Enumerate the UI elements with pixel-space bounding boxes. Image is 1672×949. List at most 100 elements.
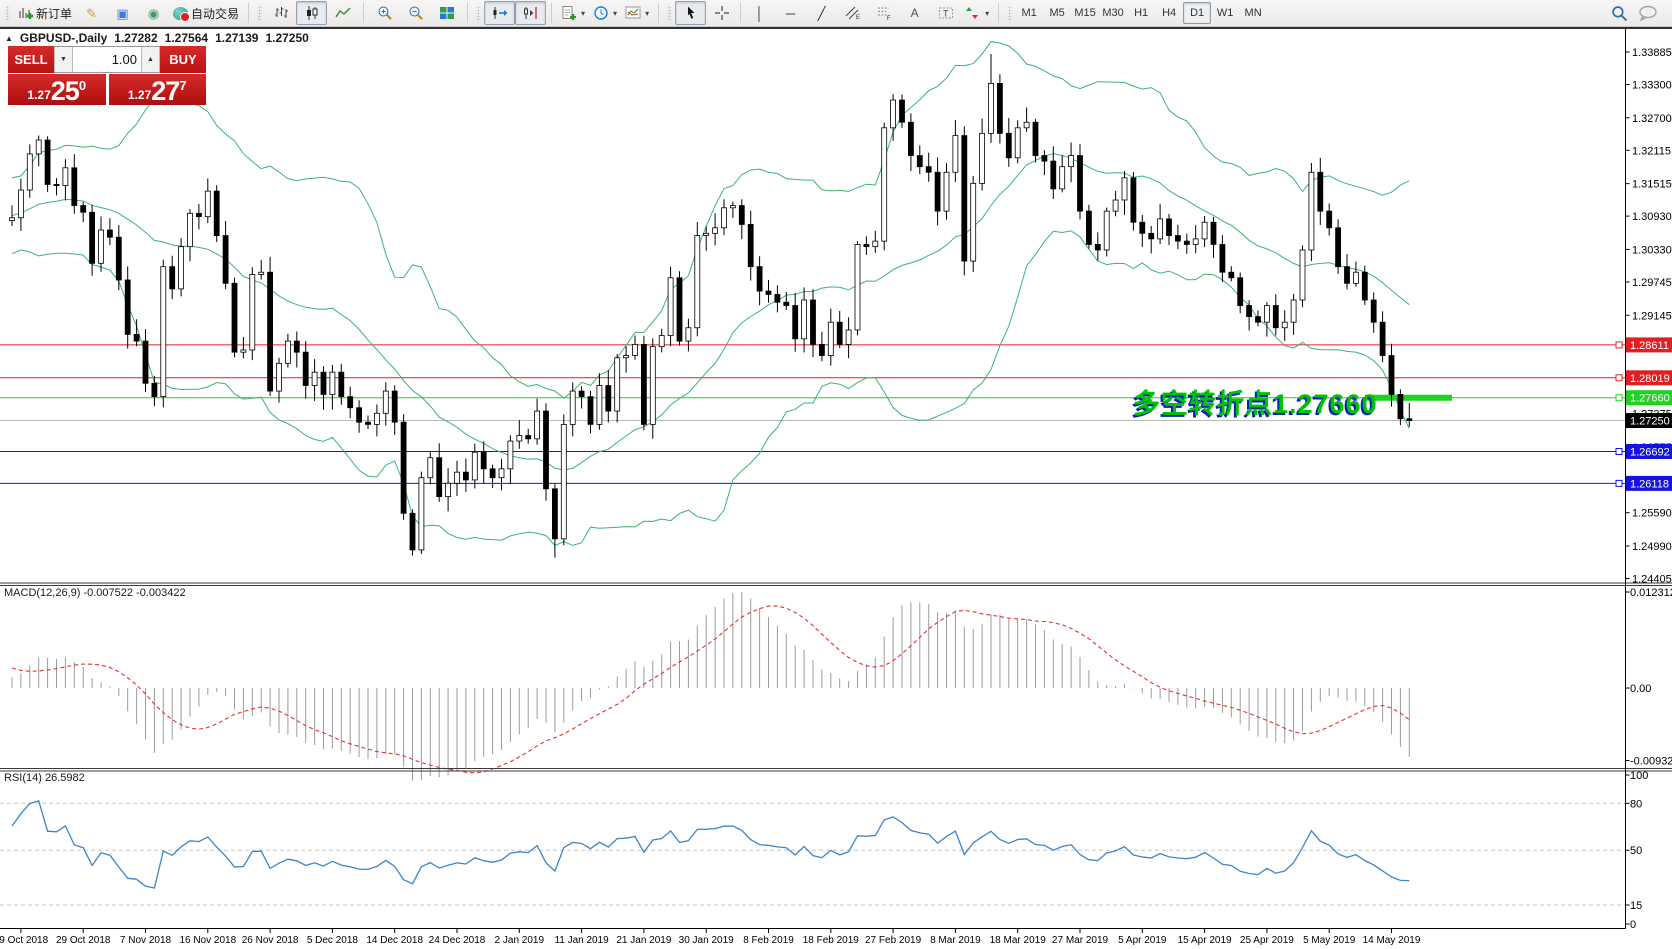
community-button[interactable]: ▣ — [107, 1, 138, 25]
timeframe-m5[interactable]: M5 — [1049, 7, 1065, 19]
text-label-button[interactable]: T — [930, 1, 961, 25]
new-order-icon — [19, 8, 33, 19]
svg-text:1.26692: 1.26692 — [1630, 446, 1670, 458]
toolbar-grip — [1007, 5, 1013, 21]
support-highlight-bar — [1365, 394, 1452, 401]
buy-price-big: 27 — [151, 76, 180, 106]
tile-windows-button[interactable] — [431, 1, 462, 25]
timeframe-h4[interactable]: H4 — [1162, 7, 1177, 19]
channel-button[interactable]: E — [837, 1, 868, 25]
chart-shift-button[interactable] — [515, 1, 547, 25]
trendline-button[interactable]: ╱ — [806, 1, 837, 25]
price-lines[interactable] — [0, 341, 1626, 487]
chart-title: ▲ GBPUSD-,Daily 1.27282 1.27564 1.27139 … — [5, 31, 309, 45]
volume-input[interactable] — [73, 47, 141, 72]
toolbar-separator — [740, 3, 742, 23]
bollinger-bands — [11, 41, 1410, 547]
toolbar-separator — [998, 3, 1000, 23]
macd-axis[interactable]: 0.012312 0.00 -0.009328 — [1625, 587, 1672, 768]
chat-icon[interactable] — [1638, 5, 1658, 21]
toolbar-group-zoom — [367, 0, 464, 26]
panel-separators[interactable] — [0, 582, 1672, 772]
timeframe-m30[interactable]: M30 — [1102, 7, 1124, 19]
sell-button[interactable]: SELL — [8, 46, 54, 73]
sell-price-display[interactable]: 1.27 25 0 — [8, 74, 106, 105]
zoom-in-button[interactable] — [369, 1, 400, 25]
date-axis[interactable]: 19 Oct 2018 29 Oct 2018 7 Nov 2018 16 Nov 2… — [0, 928, 1421, 947]
rsi-line — [11, 799, 1410, 889]
svg-text:1.33300: 1.33300 — [1632, 79, 1672, 91]
eraser-button[interactable]: ✎ — [76, 1, 107, 25]
fibonacci-button[interactable]: F — [868, 1, 899, 25]
volume-decrease-button[interactable]: ▼ — [54, 47, 73, 72]
candlestick-chart-button[interactable] — [296, 1, 328, 25]
timeframe-m15[interactable]: M15 — [1074, 7, 1096, 19]
svg-text:18 Feb 2019: 18 Feb 2019 — [803, 935, 860, 946]
svg-text:8 Feb 2019: 8 Feb 2019 — [743, 935, 794, 946]
new-order-button[interactable]: 新订单 — [13, 1, 76, 25]
toolbar-group-scroll — [471, 0, 548, 26]
collapse-panel-icon[interactable]: ▲ — [5, 33, 13, 43]
timeframe-m1[interactable]: M1 — [1021, 7, 1037, 19]
svg-text:24 Dec 2018: 24 Dec 2018 — [429, 935, 486, 946]
horizontal-line-button[interactable]: ─ — [775, 1, 806, 25]
cursor-button[interactable] — [675, 1, 707, 25]
indicators-button[interactable]: ▾ — [621, 1, 653, 25]
auto-scroll-icon — [493, 7, 508, 19]
bar-chart-button[interactable] — [265, 1, 296, 25]
timeframe-d1[interactable]: D1 — [1183, 2, 1212, 24]
svg-text:100: 100 — [1630, 770, 1648, 782]
svg-text:2 Jan 2019: 2 Jan 2019 — [495, 935, 545, 946]
macd-indicator-label: MACD(12,26,9) -0.007522 -0.003422 — [4, 587, 186, 599]
svg-text:14 Dec 2018: 14 Dec 2018 — [366, 935, 423, 946]
buy-price-small: 1.27 — [127, 88, 152, 102]
crosshair-button[interactable] — [706, 1, 737, 25]
svg-text:29 Oct 2018: 29 Oct 2018 — [56, 935, 111, 946]
svg-text:1.28019: 1.28019 — [1630, 373, 1670, 385]
period-button[interactable]: ▾ — [589, 1, 621, 25]
search-icon[interactable] — [1611, 5, 1628, 22]
rsi-axis[interactable]: 100 80 50 15 0 — [1625, 770, 1649, 931]
svg-text:0.00: 0.00 — [1630, 683, 1651, 695]
horizontal-line-icon: ─ — [785, 5, 796, 21]
auto-scroll-button[interactable] — [484, 1, 516, 25]
bb-middle — [11, 153, 1410, 471]
arrows-button[interactable]: ▾ — [961, 1, 993, 25]
text-button[interactable]: A — [899, 1, 930, 25]
autotrade-button[interactable]: 自动交易 — [169, 1, 243, 25]
price-axis[interactable]: 1.33885 1.33300 1.32700 1.32115 1.31515 1.309… — [0, 28, 1672, 929]
dropdown-arrow-icon: ▾ — [581, 8, 586, 18]
autotrade-label: 自动交易 — [191, 6, 240, 21]
signal-button[interactable]: ◉ — [138, 1, 169, 25]
svg-text:30 Jan 2019: 30 Jan 2019 — [679, 935, 734, 946]
arrow-objects-icon — [966, 7, 979, 19]
clock-icon — [594, 6, 608, 20]
buy-price-pipette: 7 — [179, 78, 187, 93]
svg-text:16 Nov 2018: 16 Nov 2018 — [179, 935, 236, 946]
fibo-letter: F — [887, 16, 891, 21]
toolbar-group-windows: ▾ ▾ ▾ — [555, 0, 655, 26]
buy-price-display[interactable]: 1.27 27 7 — [108, 74, 206, 106]
timeframe-mn[interactable]: MN — [1244, 7, 1262, 19]
svg-text:5 May 2019: 5 May 2019 — [1303, 935, 1356, 946]
line-chart-button[interactable] — [327, 1, 358, 25]
timeframe-h1[interactable]: H1 — [1134, 7, 1149, 19]
svg-text:1.30330: 1.30330 — [1632, 244, 1672, 256]
zoom-out-button[interactable] — [400, 1, 431, 25]
toolbar-separator — [467, 3, 469, 23]
svg-text:21 Jan 2019: 21 Jan 2019 — [616, 935, 671, 946]
tile-windows-icon — [439, 7, 454, 19]
svg-text:1.28611: 1.28611 — [1630, 340, 1669, 352]
new-chart-button[interactable]: ▾ — [557, 1, 589, 25]
volume-increase-button[interactable]: ▲ — [141, 47, 160, 72]
label-letter: T — [943, 9, 949, 19]
bb-lower — [11, 230, 1410, 547]
macd-signal-line — [11, 605, 1410, 774]
timeframe-w1[interactable]: W1 — [1216, 7, 1234, 19]
svg-text:1.29145: 1.29145 — [1632, 310, 1672, 322]
bb-upper — [11, 41, 1410, 399]
toolbar-separator — [363, 3, 365, 23]
svg-text:1.24990: 1.24990 — [1632, 541, 1672, 553]
vertical-line-button[interactable]: │ — [744, 1, 775, 25]
buy-button[interactable]: BUY — [160, 46, 206, 73]
